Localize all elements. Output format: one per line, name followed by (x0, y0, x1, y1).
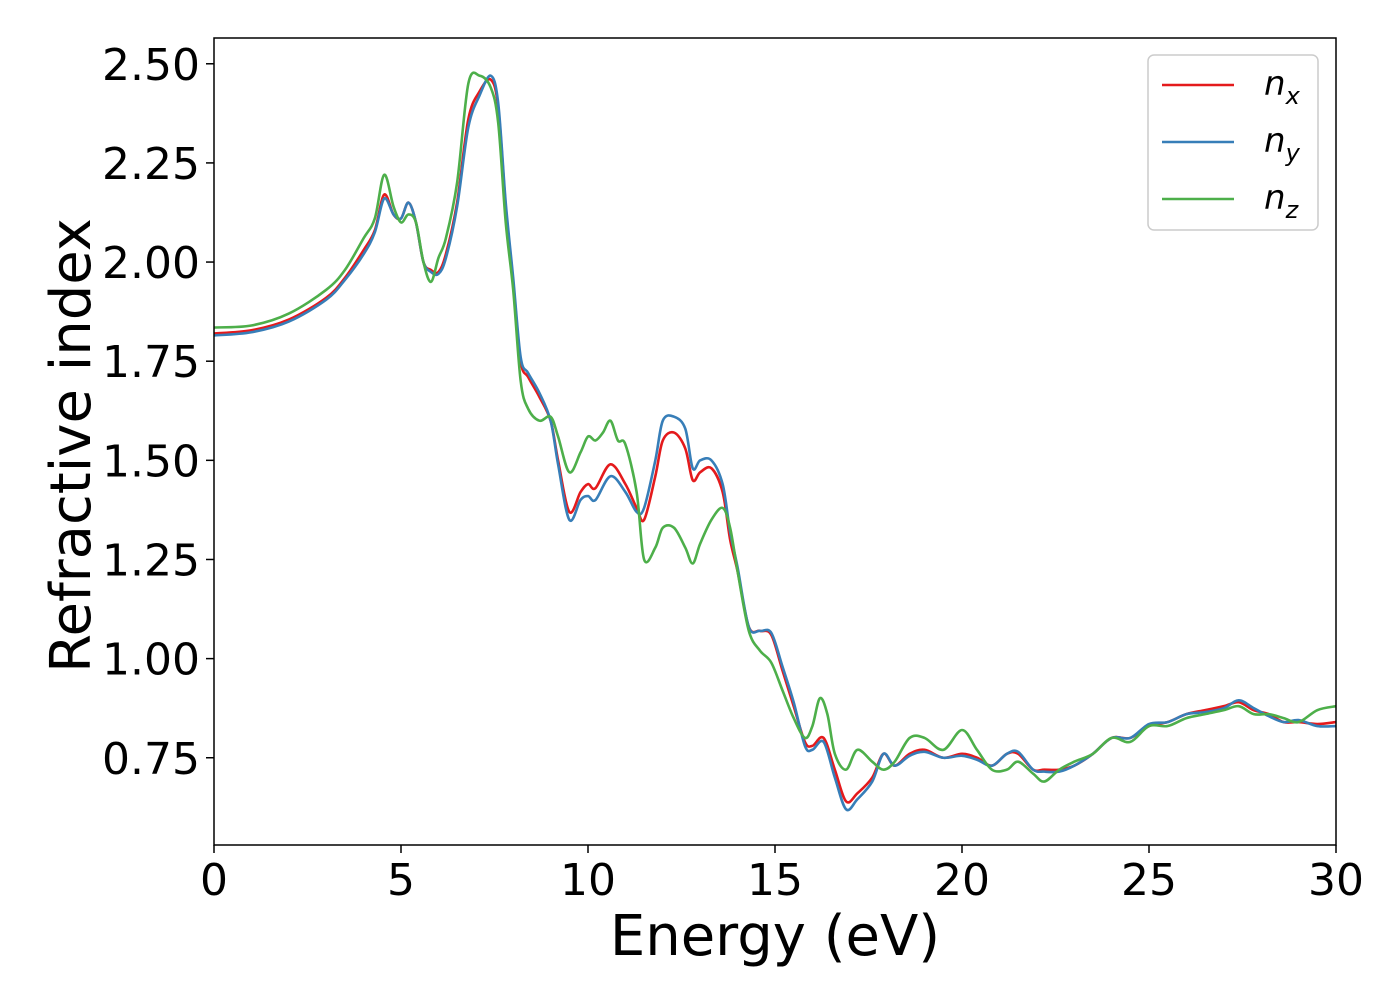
y-tick-label: 2.00 (102, 238, 200, 289)
y-tick-label: 1.25 (102, 535, 200, 586)
y-axis-title: Refractive index (39, 218, 104, 673)
y-tick-label: 0.75 (102, 734, 200, 785)
x-tick-label: 15 (747, 855, 803, 906)
x-axis-title: Energy (eV) (610, 904, 940, 969)
x-tick-label: 0 (200, 855, 228, 906)
y-tick-label: 2.50 (102, 40, 200, 91)
x-axis: 0 5 10 15 20 25 30 (200, 845, 1364, 906)
y-tick-label: 1.50 (102, 436, 200, 487)
series-line-n_z (214, 71, 1336, 783)
x-tick-label: 10 (560, 855, 616, 906)
x-tick-label: 30 (1308, 855, 1364, 906)
legend: nx ny nz (1147, 54, 1319, 231)
y-tick-label: 2.25 (102, 139, 200, 190)
x-tick-label: 5 (387, 855, 415, 906)
series-line-n_y (214, 74, 1336, 812)
y-tick-label: 1.00 (102, 635, 200, 686)
x-tick-label: 20 (934, 855, 990, 906)
x-tick-label: 25 (1121, 855, 1177, 906)
series-layer (214, 71, 1336, 812)
y-tick-label: 1.75 (102, 337, 200, 388)
y-axis: 0.75 1.00 1.25 1.50 1.75 2.00 2.25 2.50 (102, 40, 214, 785)
legend-label-n_y: ny (1264, 121, 1301, 167)
legend-label-n_z: nz (1264, 178, 1300, 224)
legend-label-n_x: nx (1264, 64, 1301, 110)
